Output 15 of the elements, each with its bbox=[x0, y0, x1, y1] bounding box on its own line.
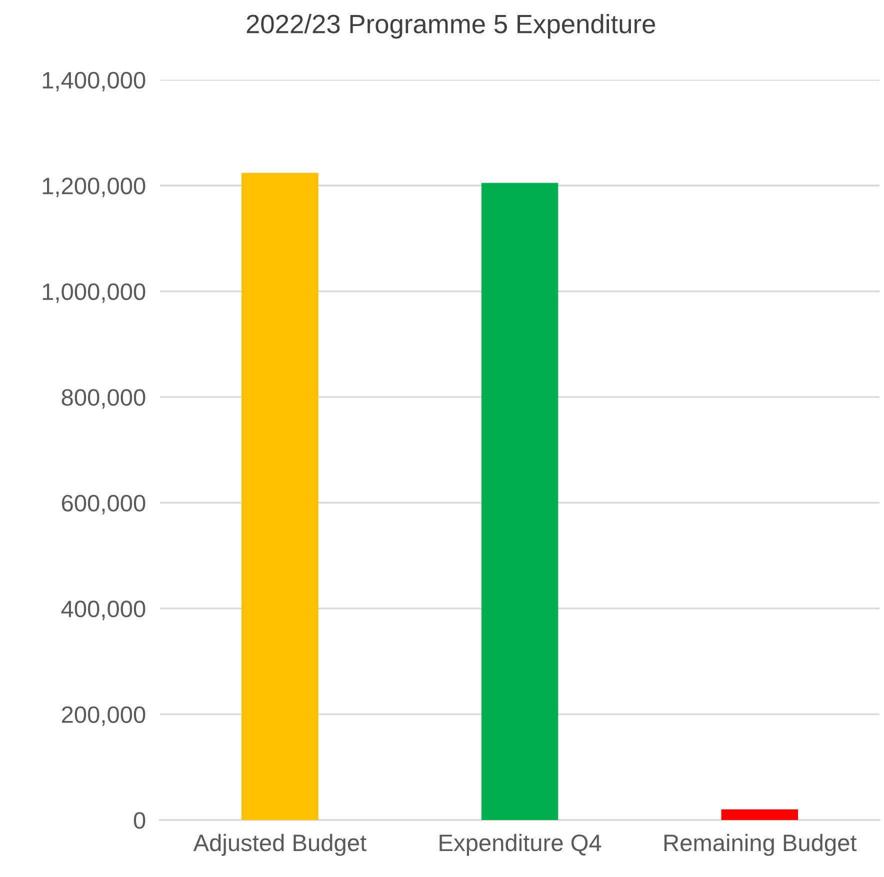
y-tick-label: 1,400,000 bbox=[42, 72, 146, 92]
bar bbox=[481, 182, 558, 820]
y-tick-label: 400,000 bbox=[61, 600, 146, 620]
bar bbox=[721, 809, 798, 820]
chart-title: 2022/23 Programme 5 Expenditure bbox=[246, 14, 656, 39]
y-tick-label: 1,000,000 bbox=[42, 283, 146, 303]
x-tick-label: Expenditure Q4 bbox=[440, 834, 602, 856]
y-tick-label: 600,000 bbox=[62, 494, 146, 514]
y-tick-label: 0 bbox=[134, 812, 146, 829]
bar bbox=[242, 172, 318, 820]
x-tick-label: Remaining Budget bbox=[664, 834, 857, 856]
x-tick-label: Adjusted Budget bbox=[193, 834, 366, 856]
y-tick-label: 800,000 bbox=[62, 389, 146, 409]
y-tick-label: 200,000 bbox=[62, 706, 146, 726]
y-tick-label: 1,200,000 bbox=[42, 178, 146, 198]
